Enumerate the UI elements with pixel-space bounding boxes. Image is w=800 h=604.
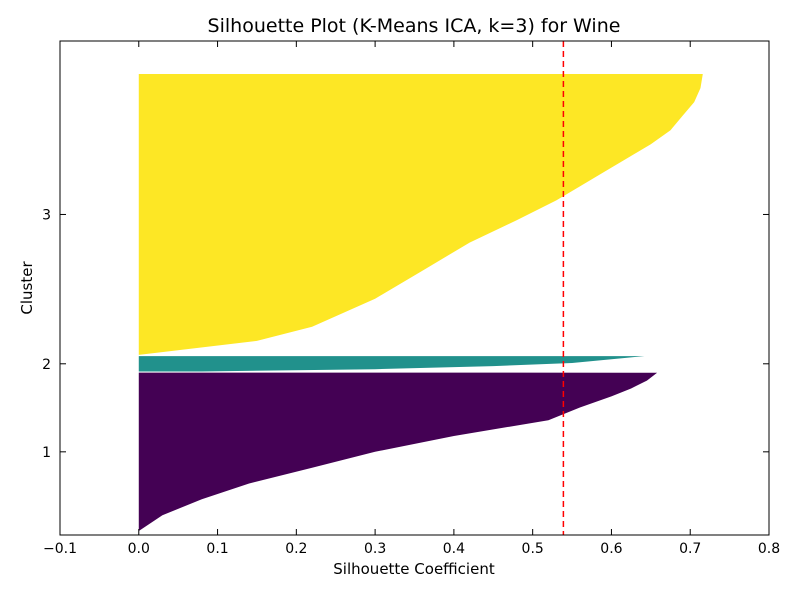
cluster-2-silhouette: [138, 356, 645, 372]
y-axis-ticks: 1 2 3: [42, 207, 769, 461]
y-axis-label: Cluster: [18, 261, 36, 315]
x-tick-label: −0.1: [43, 541, 77, 557]
x-tick-label: 0.3: [364, 541, 386, 557]
y-tick-label: 2: [42, 357, 51, 373]
x-tick-label: 0.4: [443, 541, 465, 557]
y-tick-label: 1: [42, 445, 51, 461]
x-axis-label: Silhouette Coefficient: [333, 560, 495, 578]
x-tick-label: 0.1: [206, 541, 228, 557]
y-tick-label: 3: [42, 207, 51, 223]
x-axis-ticks: −0.1 0.0 0.1 0.2 0.3 0.4 0.5 0.6 0.7 0.8: [43, 41, 780, 557]
x-tick-label: 0.7: [679, 541, 701, 557]
x-tick-label: 0.6: [600, 541, 622, 557]
plot-frame: [59, 40, 770, 536]
x-tick-label: 0.8: [758, 541, 780, 557]
x-tick-label: 0.5: [522, 541, 544, 557]
cluster-1-silhouette: [138, 372, 658, 531]
chart-title: Silhouette Plot (K-Means ICA, k=3) for W…: [208, 15, 621, 37]
x-tick-label: 0.0: [128, 541, 150, 557]
cluster-3-silhouette: [138, 74, 703, 355]
silhouette-areas: [138, 74, 703, 531]
x-tick-label: 0.2: [285, 541, 307, 557]
